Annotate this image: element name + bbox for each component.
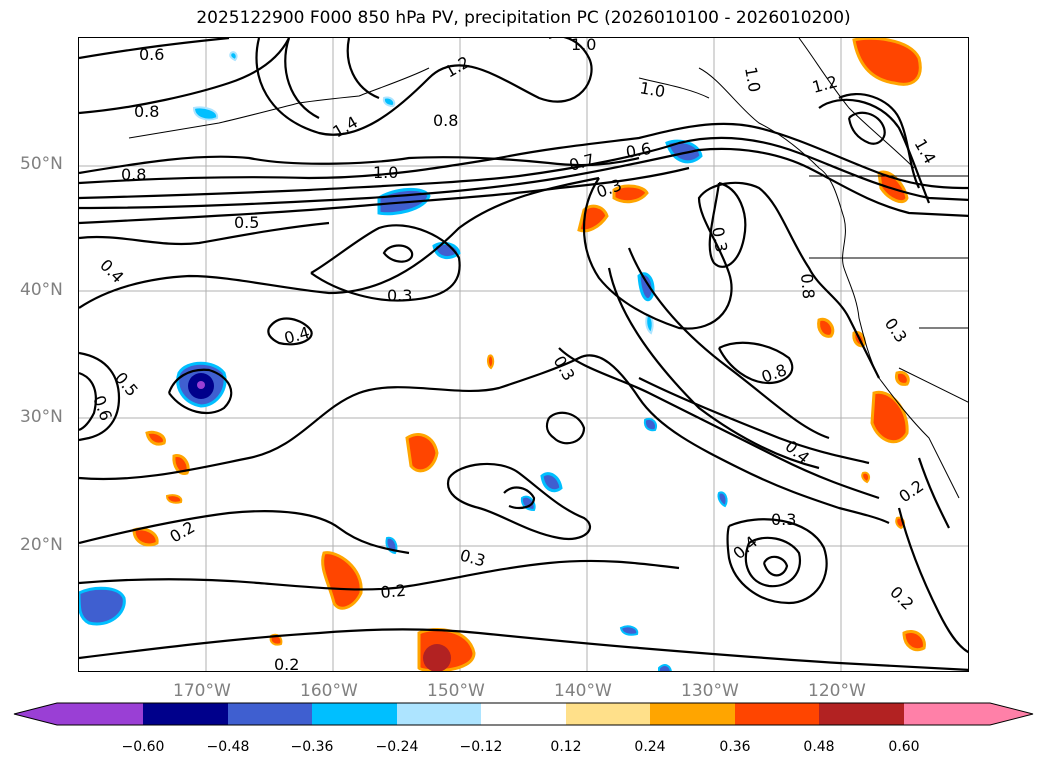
contour-label: 0.5: [234, 213, 259, 232]
contour-label: 0.8: [433, 111, 458, 130]
contour-label: 0.6: [624, 139, 652, 162]
precipitation-shading: [79, 38, 926, 671]
colorbar-segment: [312, 703, 397, 725]
lon-label-170w: 170°W: [173, 681, 231, 701]
colorbar-extension-low: [14, 703, 57, 725]
colorbar-segment: [819, 703, 904, 725]
colorbar-tick: 0.12: [550, 739, 582, 755]
lon-label-150w: 150°W: [427, 681, 485, 701]
contour-label: 1.0: [571, 38, 596, 54]
colorbar-tick: 0.24: [634, 739, 666, 755]
colorbar-tick: −0.48: [206, 739, 250, 755]
map-canvas: 0.6 0.8 0.8 1.0 1.4 1.2 0.8 1.0 1.0 1.0 …: [79, 38, 968, 672]
map-title: 2025122900 F000 850 hPa PV, precipitatio…: [196, 8, 851, 28]
graticule: [79, 38, 968, 671]
contour-label: 0.3: [771, 510, 796, 529]
contour-label: 0.2: [274, 655, 299, 672]
colorbar-tick: −0.12: [459, 739, 503, 755]
contour-label: 0.2: [895, 476, 927, 506]
lon-label-130w: 130°W: [681, 681, 739, 701]
contour-label: 0.4: [96, 255, 127, 286]
colorbar-segment: [566, 703, 650, 725]
contour-label: 0.4: [282, 323, 312, 348]
contour-label: 0.8: [759, 360, 789, 387]
lat-label-20n: 20°N: [20, 535, 63, 555]
lon-label-160w: 160°W: [300, 681, 358, 701]
lon-label-120w: 120°W: [808, 681, 866, 701]
contour-label: 1.0: [741, 65, 764, 93]
colorbar-segment: [735, 703, 819, 725]
contour-label: 0.2: [380, 581, 407, 602]
colorbar-segment: [481, 703, 566, 725]
contour-label: 0.2: [886, 582, 917, 613]
colorbar-tick: −0.36: [290, 739, 334, 755]
colorbar-extension-high: [990, 703, 1033, 725]
contour-label: 1.0: [638, 78, 666, 101]
contour-label: 0.5: [111, 368, 142, 400]
contour-label: 0.6: [139, 45, 164, 64]
contour-label: 0.4: [729, 532, 761, 563]
contour-label: 0.8: [797, 273, 818, 300]
contour-label: 1.0: [373, 163, 398, 182]
colorbar-tick: −0.24: [375, 739, 419, 755]
contour-label: 0.8: [121, 165, 146, 184]
contour-labels: 0.6 0.8 0.8 1.0 1.4 1.2 0.8 1.0 1.0 1.0 …: [89, 38, 940, 672]
contour-label: 1.2: [442, 52, 474, 81]
colorbar-tick: 0.36: [719, 739, 751, 755]
colorbar-tick: −0.60: [121, 739, 165, 755]
colorbar-segment: [228, 703, 312, 725]
lon-label-140w: 140°W: [554, 681, 612, 701]
map-panel: 0.6 0.8 0.8 1.0 1.4 1.2 0.8 1.0 1.0 1.0 …: [78, 37, 969, 672]
colorbar-segment: [904, 703, 990, 725]
colorbar-segment: [397, 703, 481, 725]
contour-label: 0.8: [134, 102, 159, 121]
contour-label: 0.3: [881, 314, 911, 346]
pv-contours: [79, 38, 968, 671]
colorbar-tick: 0.60: [888, 739, 920, 755]
lat-label-30n: 30°N: [20, 407, 63, 427]
contour-label: 0.3: [387, 286, 412, 305]
colorbar-segment: [57, 703, 143, 725]
colorbar-segments: [14, 703, 1033, 725]
coastlines: [128, 38, 968, 499]
colorbar-segment: [143, 703, 228, 725]
contour-label: 0.3: [458, 546, 488, 571]
contour-label: 1.4: [330, 112, 362, 141]
contour-label: 1.2: [810, 72, 840, 97]
contour-label: 0.6: [89, 393, 116, 423]
lat-label-50n: 50°N: [20, 154, 63, 174]
colorbar: [13, 702, 1034, 726]
colorbar-segment: [650, 703, 735, 725]
colorbar-tick: 0.48: [803, 739, 835, 755]
contour-label: 1.4: [911, 136, 940, 168]
contour-label: 0.3: [550, 353, 579, 385]
lat-label-40n: 40°N: [20, 280, 63, 300]
contour-label: 0.3: [708, 225, 731, 253]
